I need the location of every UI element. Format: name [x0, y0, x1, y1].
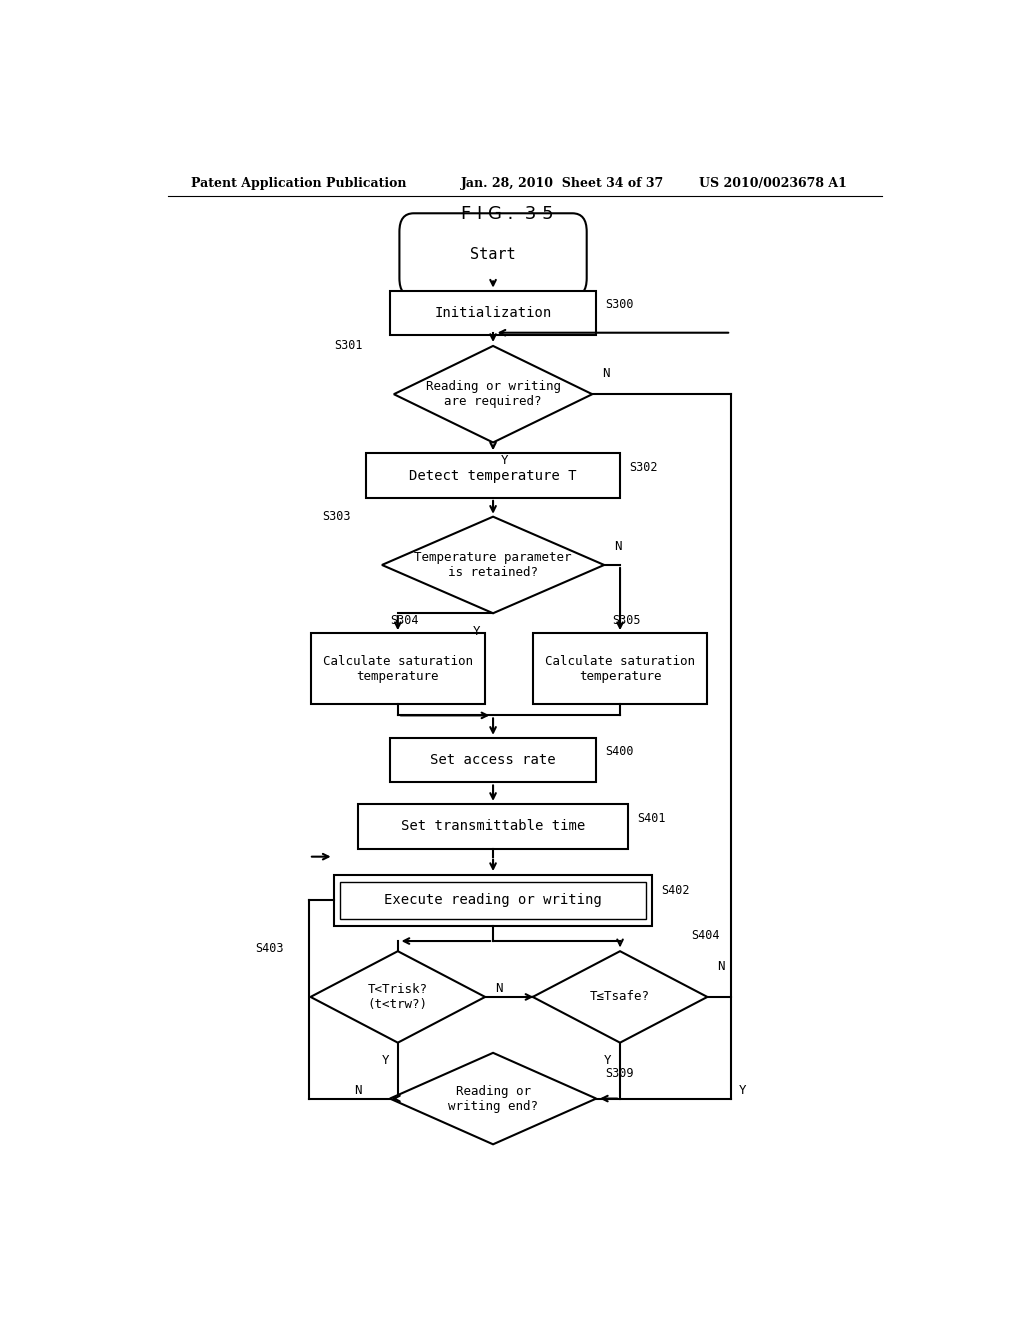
Text: Y: Y	[739, 1084, 746, 1097]
Text: Y: Y	[604, 1055, 611, 1068]
Text: S304: S304	[390, 614, 419, 627]
Text: Calculate saturation
temperature: Calculate saturation temperature	[323, 655, 473, 682]
Bar	[310, 634, 485, 704]
Text: S402: S402	[662, 883, 690, 896]
Text: N: N	[602, 367, 609, 380]
Text: Y: Y	[382, 1055, 389, 1068]
Text: Set access rate: Set access rate	[430, 754, 556, 767]
Text: Reading or
writing end?: Reading or writing end?	[449, 1085, 538, 1113]
Text: N: N	[354, 1084, 361, 1097]
Text: Start: Start	[470, 247, 516, 263]
Text: Jan. 28, 2010  Sheet 34 of 37: Jan. 28, 2010 Sheet 34 of 37	[461, 177, 665, 190]
Text: T<Trisk?
(t<trw?): T<Trisk? (t<trw?)	[368, 983, 428, 1011]
Text: Y: Y	[473, 626, 480, 638]
Text: Temperature parameter
is retained?: Temperature parameter is retained?	[415, 550, 571, 579]
Text: T≤Tsafe?: T≤Tsafe?	[590, 990, 650, 1003]
Text: Execute reading or writing: Execute reading or writing	[384, 894, 602, 907]
Text: S300: S300	[606, 298, 634, 312]
Polygon shape	[382, 516, 604, 614]
Text: N: N	[613, 540, 622, 553]
Text: N: N	[495, 982, 502, 995]
Text: Detect temperature T: Detect temperature T	[410, 469, 577, 483]
Text: Initialization: Initialization	[434, 306, 552, 319]
Polygon shape	[390, 1053, 596, 1144]
Bar	[340, 882, 646, 919]
Text: S404: S404	[691, 929, 720, 942]
Text: Y: Y	[501, 454, 509, 467]
Text: N: N	[717, 960, 724, 973]
Text: S309: S309	[606, 1067, 634, 1080]
Text: US 2010/0023678 A1: US 2010/0023678 A1	[699, 177, 847, 190]
Text: Calculate saturation
temperature: Calculate saturation temperature	[545, 655, 695, 682]
Bar	[334, 875, 652, 925]
Bar	[390, 290, 596, 335]
Text: S403: S403	[255, 941, 284, 954]
Text: S401: S401	[638, 812, 666, 825]
Bar	[367, 453, 621, 498]
Bar	[390, 738, 596, 783]
Polygon shape	[532, 952, 708, 1043]
Bar	[532, 634, 708, 704]
Text: Set transmittable time: Set transmittable time	[401, 820, 585, 833]
Text: S303: S303	[323, 510, 351, 523]
Text: Patent Application Publication: Patent Application Publication	[191, 177, 407, 190]
Text: F I G .  3 5: F I G . 3 5	[461, 206, 554, 223]
Polygon shape	[394, 346, 592, 442]
Text: Reading or writing
are required?: Reading or writing are required?	[426, 380, 560, 408]
Polygon shape	[310, 952, 485, 1043]
Text: S301: S301	[334, 339, 362, 352]
Bar	[358, 804, 628, 849]
FancyBboxPatch shape	[399, 214, 587, 297]
Text: S302: S302	[630, 461, 658, 474]
Text: S305: S305	[612, 614, 641, 627]
Text: S400: S400	[606, 746, 634, 759]
